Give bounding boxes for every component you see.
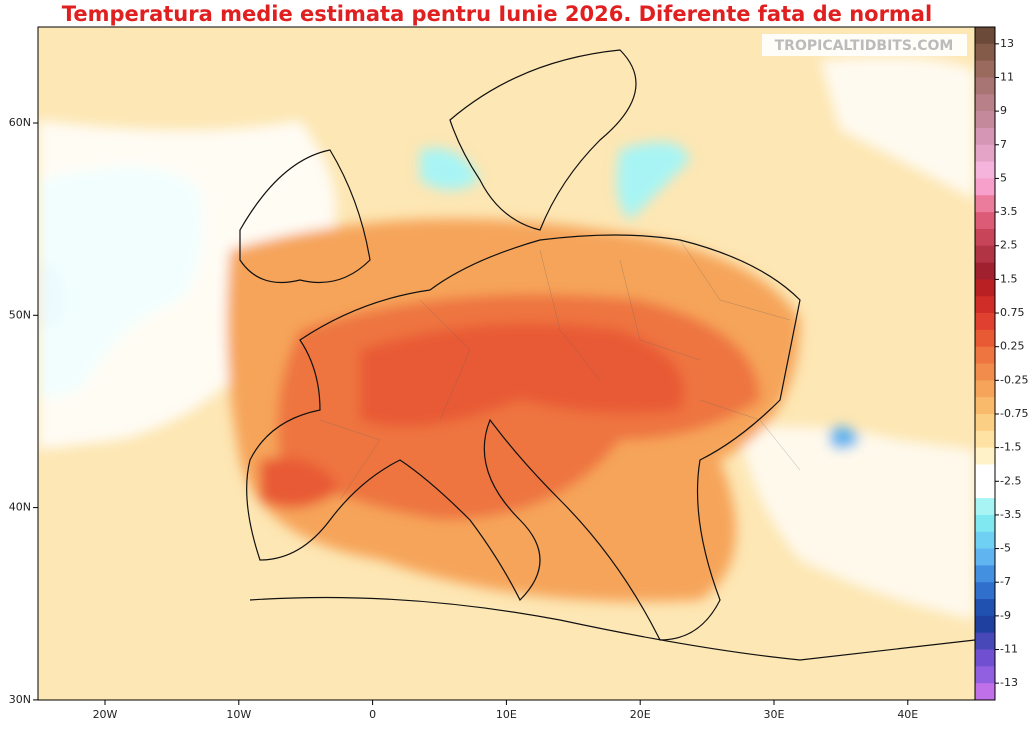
colorbar-label: -7 bbox=[1000, 575, 1011, 588]
colorbar-segment bbox=[975, 514, 995, 533]
map-title: Temperatura medie estimata pentru Iunie … bbox=[62, 2, 932, 26]
colorbar-segment bbox=[975, 380, 995, 398]
colorbar-segment bbox=[975, 212, 995, 230]
colorbar-segment bbox=[975, 77, 995, 95]
colorbar-segment bbox=[975, 430, 995, 448]
colorbar-label: 5 bbox=[1000, 171, 1007, 184]
lat-label: 40N bbox=[9, 501, 31, 514]
colorbar-segment bbox=[975, 279, 995, 297]
colorbar-segment bbox=[975, 363, 995, 381]
lon-label: 30E bbox=[764, 708, 785, 721]
colorbar-label: 2.5 bbox=[1000, 239, 1018, 252]
lat-label: 50N bbox=[9, 308, 31, 321]
colorbar-label: 9 bbox=[1000, 104, 1007, 117]
colorbar-segment bbox=[975, 683, 995, 701]
lat-axis: 60N 50N 40N 30N bbox=[9, 116, 38, 706]
lon-axis: 20W 10W 0 10E 20E 30E 40E bbox=[93, 700, 918, 721]
colorbar-segment bbox=[975, 531, 995, 549]
colorbar-label: -2.5 bbox=[1000, 474, 1021, 487]
lon-label: 20W bbox=[93, 708, 118, 721]
colorbar-label: -0.75 bbox=[1000, 407, 1028, 420]
colorbar-segment bbox=[975, 464, 995, 482]
colorbar-label: -1.5 bbox=[1000, 441, 1021, 454]
colorbar-label: -0.25 bbox=[1000, 373, 1028, 386]
colorbar-segment bbox=[975, 262, 995, 280]
colorbar-segment bbox=[975, 649, 995, 667]
colorbar-segment bbox=[975, 111, 995, 129]
lat-label: 60N bbox=[9, 116, 31, 129]
colorbar-label: -5 bbox=[1000, 542, 1011, 555]
lat-label: 30N bbox=[9, 693, 31, 706]
colorbar-segment bbox=[975, 329, 995, 347]
colorbar-segment bbox=[975, 481, 995, 499]
colorbar-segment bbox=[975, 228, 995, 247]
colorbar-segment bbox=[975, 245, 995, 263]
colorbar-segment bbox=[975, 582, 995, 600]
colorbar-segment bbox=[975, 615, 995, 633]
colorbar-segment bbox=[975, 127, 995, 146]
colorbar-label: 0.75 bbox=[1000, 306, 1025, 319]
colorbar-segment bbox=[975, 413, 995, 432]
coastlines bbox=[239, 49, 975, 661]
colorbar-frame bbox=[974, 26, 996, 701]
colorbar-label: 11 bbox=[1000, 70, 1014, 83]
colorbar-segment bbox=[975, 565, 995, 583]
colorbar-segment bbox=[975, 27, 995, 45]
colorbar-label: 7 bbox=[1000, 138, 1007, 151]
lon-label: 20E bbox=[630, 708, 651, 721]
watermark: TROPICALTIDBITS.COM bbox=[775, 38, 954, 54]
colorbar-segment bbox=[975, 94, 995, 112]
colorbar: 13 11 9 7 5 3.5 2.5 1.5 0.75 0.25 -0.25 -0.75 -1.5 -2… bbox=[974, 26, 1028, 701]
borders bbox=[319, 239, 801, 501]
lon-label: 40E bbox=[897, 708, 918, 721]
colorbar-segment bbox=[975, 313, 995, 331]
colorbar-segment bbox=[975, 60, 995, 78]
colorbar-segment bbox=[975, 498, 995, 516]
colorbar-label: -3.5 bbox=[1000, 508, 1021, 521]
watermark-bg bbox=[762, 34, 967, 56]
colorbar-segment bbox=[975, 632, 995, 650]
colorbar-segment bbox=[975, 447, 995, 465]
map bbox=[38, 27, 975, 700]
colorbar-segment bbox=[975, 178, 995, 196]
colorbar-segment bbox=[975, 397, 995, 415]
lon-label: 10E bbox=[496, 708, 517, 721]
colorbar-label: -9 bbox=[1000, 609, 1011, 622]
colorbar-label: 13 bbox=[1000, 37, 1014, 50]
colorbar-segment bbox=[975, 195, 995, 213]
colorbar-segment bbox=[975, 548, 995, 566]
colorbar-segment bbox=[975, 346, 995, 364]
colorbar-segment bbox=[975, 296, 995, 314]
lon-label: 0 bbox=[369, 708, 376, 721]
colorbar-label: -13 bbox=[1000, 676, 1018, 689]
colorbar-label: 1.5 bbox=[1000, 272, 1018, 285]
colorbar-segment bbox=[975, 599, 995, 617]
colorbar-label: -11 bbox=[1000, 643, 1018, 656]
colorbar-segment bbox=[975, 144, 995, 162]
lon-label: 10W bbox=[226, 708, 251, 721]
colorbar-segment bbox=[975, 161, 995, 179]
colorbar-segment bbox=[975, 666, 995, 684]
colorbar-segment bbox=[975, 43, 995, 61]
colorbar-label: 3.5 bbox=[1000, 205, 1018, 218]
colorbar-label: 0.25 bbox=[1000, 340, 1025, 353]
